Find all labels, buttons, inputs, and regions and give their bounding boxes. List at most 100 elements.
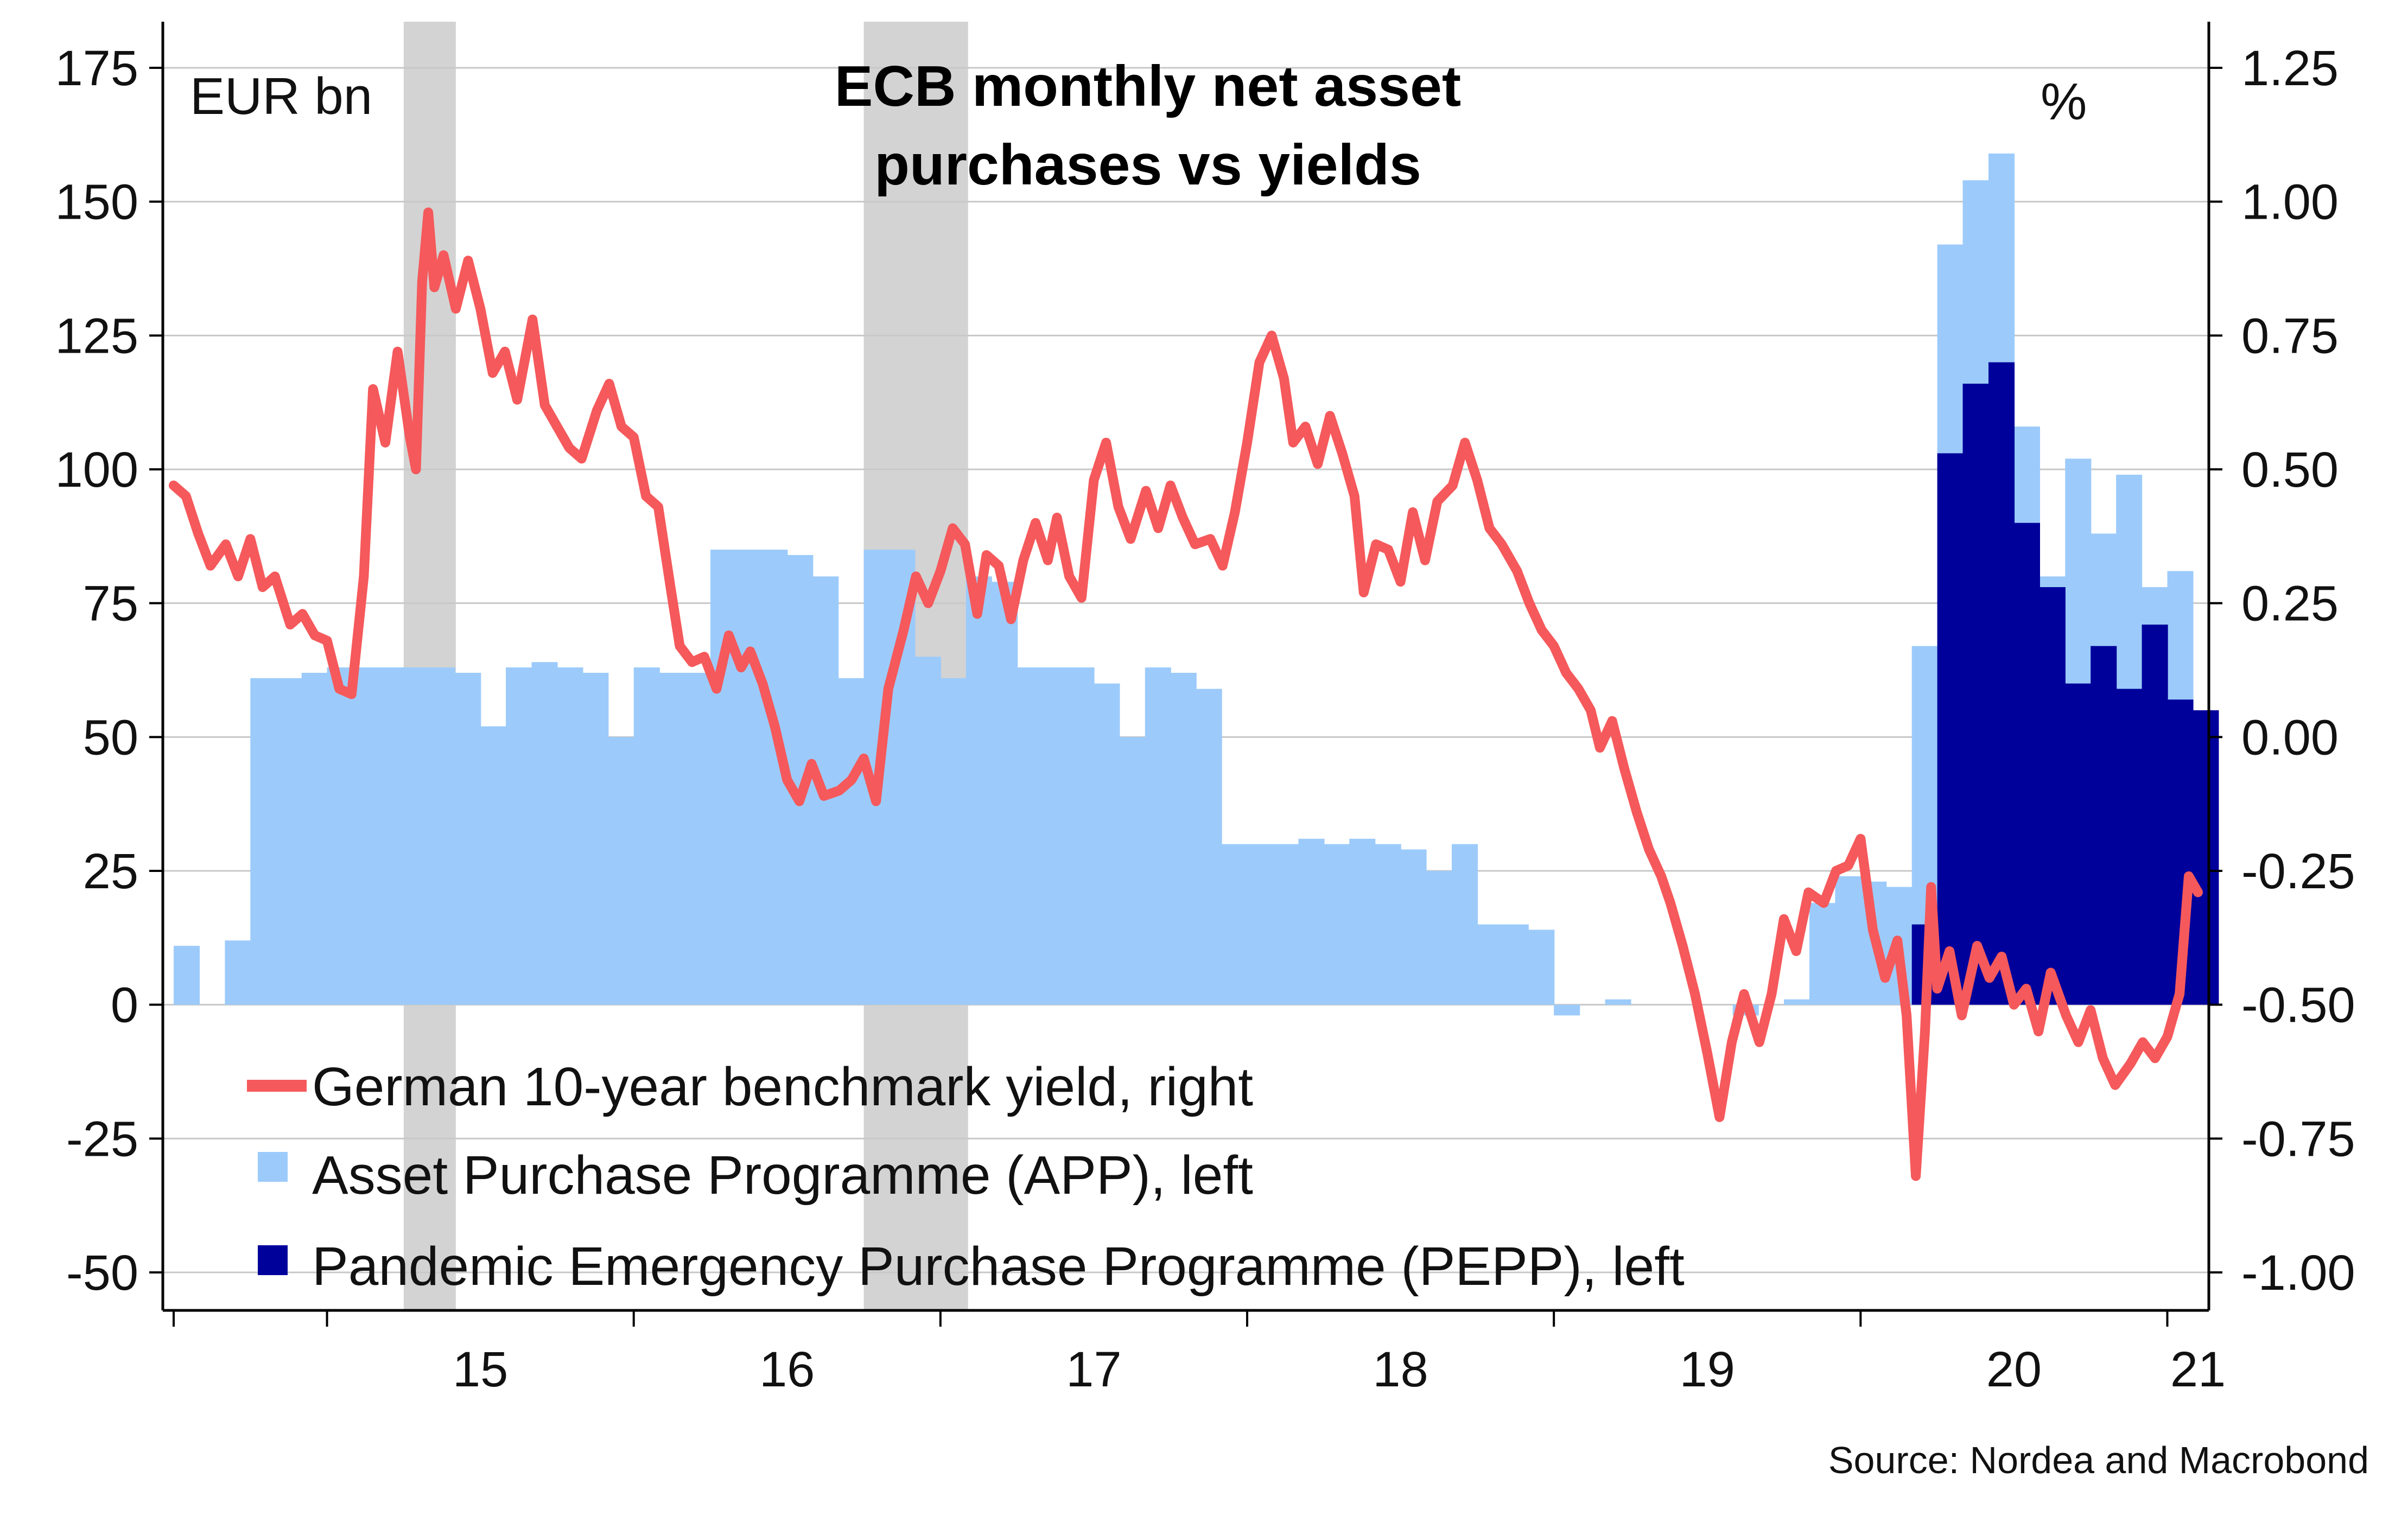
left-tick-label: 100 [55,442,139,498]
axes: -50 -25 0 25 50 75 100 125 150 175 -1.00 -0.75 -0.50… [55,22,2355,1397]
left-tick-label: 150 [55,175,139,230]
right-tick-label: 0.50 [2241,442,2339,498]
app-bar [1375,844,1401,1005]
app-bar [940,678,967,1005]
x-tick-label: 17 [1066,1342,1121,1397]
left-tick-label: 25 [83,844,138,899]
left-unit-label: EUR bn [190,67,372,125]
left-tick-label: -50 [66,1245,138,1301]
pepp-bar [2091,646,2117,1005]
app-bar [1043,667,1069,1005]
app-bar [1119,737,1146,1005]
app-bar [1094,683,1120,1005]
x-tick-label: 16 [759,1342,815,1397]
pepp-bar [2193,710,2219,1005]
app-bar [506,667,532,1005]
app-bar [480,726,507,1005]
app-bar [685,672,711,1005]
right-tick-label: 0.75 [2241,308,2339,364]
x-tick-label: 21 [2170,1342,2226,1397]
right-tick-label: 1.25 [2241,41,2339,96]
app-bar [1222,844,1248,1005]
app-bar [1400,849,1427,1005]
app-bar [174,946,200,1005]
legend-label-pepp: Pandemic Emergency Purchase Programme (P… [312,1236,1685,1297]
app-bar [992,582,1018,1005]
app-bar [1145,667,1171,1005]
right-tick-label: -0.75 [2241,1111,2355,1167]
left-tick-label: 175 [55,41,139,96]
legend-swatch-pepp [258,1245,288,1275]
chart-title-line-1: ECB monthly net asset [835,54,1461,118]
app-bar [1477,924,1503,1005]
pepp-bar [2039,587,2066,1005]
app-bar [1605,999,1631,1005]
app-bar [1196,689,1222,1005]
app-bar [914,657,942,1005]
app-bar [1784,999,1810,1005]
app-bar [301,672,328,1005]
app-bar [965,576,992,1005]
app-bar [1298,838,1325,1005]
app-bar [250,678,277,1005]
app-bar [1272,844,1299,1005]
app-bar [1835,876,1861,1005]
left-tick-label: 125 [55,308,139,364]
app-bar [455,672,481,1005]
right-tick-label: -0.50 [2241,978,2355,1033]
app-bar [1017,667,1044,1005]
legend-label-app: Asset Purchase Programme (APP), left [312,1145,1253,1206]
right-tick-label: 0.00 [2241,710,2339,765]
app-bar [1247,844,1274,1005]
app-bar [429,667,455,1005]
x-tick-label: 19 [1680,1342,1735,1397]
left-tick-label: 75 [83,576,138,632]
left-tick-label: 50 [83,710,138,765]
app-bar [1451,844,1478,1005]
pepp-bar [2116,689,2143,1005]
legend: German 10-year benchmark yield, right As… [247,1056,1685,1297]
app-bar [276,678,302,1005]
x-tick-label: 15 [453,1342,508,1397]
chart-title-line-2: purchases vs yields [874,133,1421,197]
yield-line [169,207,2203,1181]
legend-swatch-app [258,1152,288,1182]
app-bar [710,550,737,1005]
pepp-bar [1937,453,1964,1005]
app-bar [1502,924,1529,1005]
pepp-bar [1962,384,1989,1005]
legend-label-yield: German 10-year benchmark yield, right [312,1056,1253,1117]
app-bar [735,550,762,1005]
app-bar [557,667,583,1005]
app-bar [1170,672,1197,1005]
pepp-bar [2142,625,2168,1005]
right-tick-label: -1.00 [2241,1245,2355,1301]
app-bar [327,667,353,1005]
app-bar [838,678,865,1005]
right-unit-label: % [2041,73,2087,131]
app-bar [1528,929,1555,1005]
left-tick-label: -25 [66,1111,138,1167]
app-bar [403,667,430,1005]
pepp-bar [1988,362,2015,1005]
right-tick-label: -0.25 [2241,844,2355,899]
app-bar [608,737,634,1005]
source-note: Source: Nordea and Macrobond [1828,1439,2369,1481]
right-tick-label: 0.25 [2241,576,2339,632]
app-bar [225,940,251,1005]
app-bar [659,672,685,1005]
legend-swatch-yield [247,1080,307,1092]
app-bar [633,667,660,1005]
left-tick-label: 0 [111,978,138,1033]
app-bar [1324,844,1350,1005]
pepp-bar [2013,523,2040,1005]
app-bar [531,662,558,1005]
right-tick-label: 1.00 [2241,175,2339,230]
pepp-bar [2065,683,2092,1005]
app-bar [582,672,609,1005]
text-layer: ECB monthly net asset purchases vs yield… [190,54,2369,1481]
app-bar [1349,838,1376,1005]
app-bar [1068,667,1095,1005]
